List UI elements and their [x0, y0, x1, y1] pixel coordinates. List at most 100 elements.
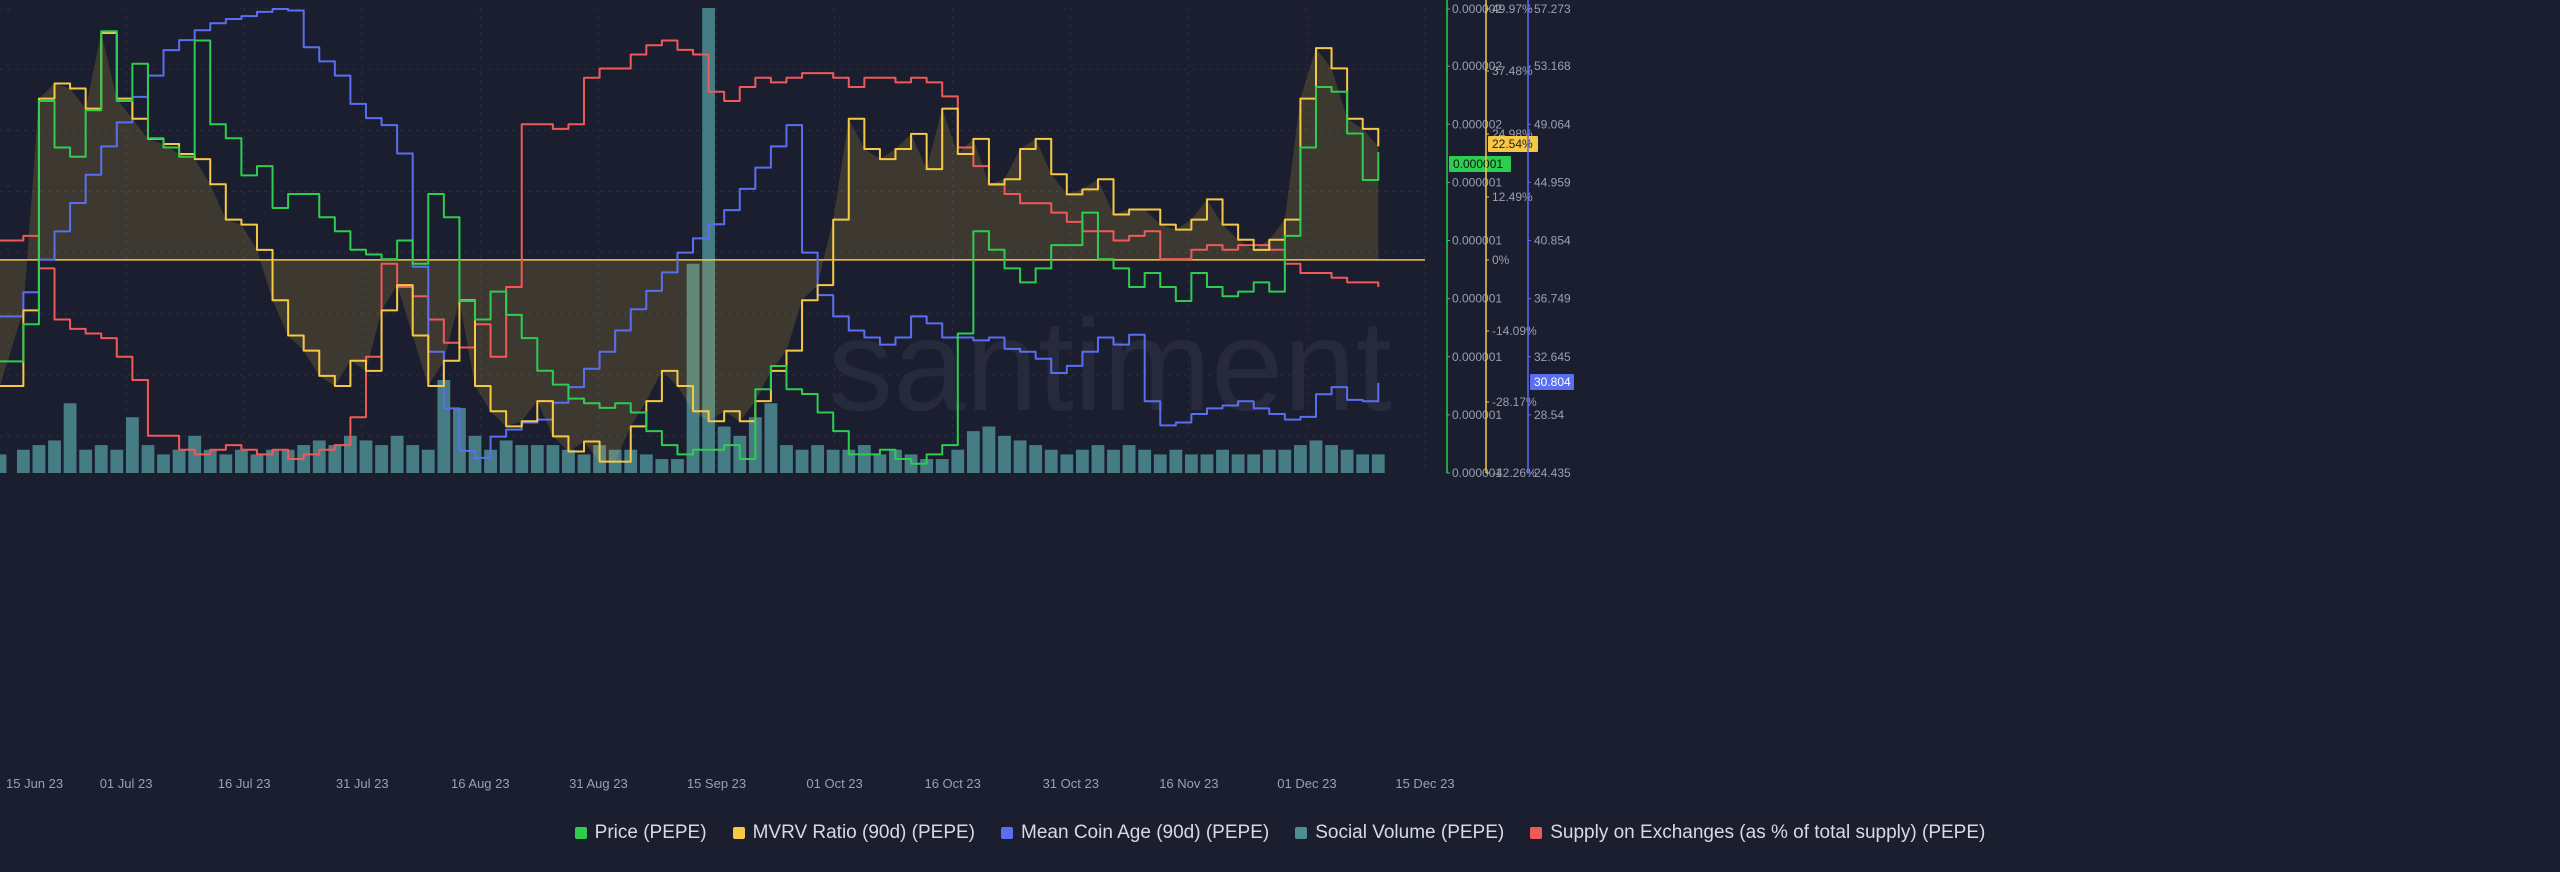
social-volume-bar[interactable]: [1122, 445, 1136, 473]
mvrv-point: [193, 158, 195, 160]
social-volume-bar[interactable]: [1231, 454, 1245, 473]
social-volume-bar[interactable]: [359, 440, 373, 473]
social-volume-bar[interactable]: [1153, 454, 1167, 473]
social-volume-bar[interactable]: [873, 454, 887, 473]
price-point: [474, 318, 476, 320]
supply-point: [1112, 239, 1114, 241]
social-volume-bar[interactable]: [1216, 449, 1229, 473]
social-volume-bar[interactable]: [281, 449, 295, 473]
social-volume-bar[interactable]: [935, 459, 949, 473]
social-volume-bar[interactable]: [16, 449, 30, 473]
social-volume-bar[interactable]: [219, 454, 233, 473]
social-volume-bar[interactable]: [1013, 440, 1027, 473]
social-volume-bar[interactable]: [141, 445, 155, 473]
social-volume-bar[interactable]: [1309, 440, 1323, 473]
coin-age-point: [1143, 400, 1145, 402]
social-volume-bar[interactable]: [1371, 454, 1385, 473]
social-volume-bar[interactable]: [826, 449, 840, 473]
social-volume-bar[interactable]: [546, 445, 560, 473]
social-volume-bar[interactable]: [655, 459, 669, 473]
legend-item[interactable]: MVRV Ratio (90d) (PEPE): [732, 822, 975, 844]
social-volume-bar[interactable]: [1262, 449, 1276, 473]
x-tick-label: 31 Aug 23: [569, 776, 628, 791]
social-volume-bar[interactable]: [1091, 445, 1105, 473]
social-volume-bar[interactable]: [484, 449, 497, 473]
social-volume-bar[interactable]: [32, 445, 46, 473]
social-volume-bar[interactable]: [966, 431, 980, 473]
social-volume-bar[interactable]: [1340, 449, 1354, 473]
social-volume-bar[interactable]: [1278, 449, 1292, 473]
supply-point: [162, 435, 164, 437]
social-volume-bar[interactable]: [1325, 445, 1338, 473]
legend-item[interactable]: Price (PEPE): [574, 822, 707, 844]
social-volume-bar[interactable]: [1200, 454, 1214, 473]
social-volume-bar[interactable]: [889, 449, 902, 473]
social-volume-bar[interactable]: [577, 454, 591, 473]
social-volume-bar[interactable]: [110, 449, 124, 473]
social-volume-bar[interactable]: [48, 440, 61, 473]
social-volume-bar[interactable]: [515, 445, 529, 473]
social-volume-bar[interactable]: [1060, 454, 1074, 473]
social-volume-bar[interactable]: [1169, 449, 1183, 473]
social-volume-bar[interactable]: [811, 445, 825, 473]
price-point: [1019, 281, 1021, 283]
social-volume-bar[interactable]: [0, 454, 7, 473]
mvrv-point: [349, 360, 351, 362]
social-volume-bar[interactable]: [1044, 449, 1058, 473]
legend-item[interactable]: Mean Coin Age (90d) (PEPE): [1001, 822, 1269, 844]
social-volume-bar[interactable]: [79, 449, 93, 473]
social-volume-bar[interactable]: [1138, 449, 1152, 473]
social-volume-bar[interactable]: [437, 380, 451, 473]
social-volume-bar[interactable]: [234, 449, 248, 473]
social-volume-bar[interactable]: [157, 454, 170, 473]
social-volume-bar[interactable]: [1075, 449, 1089, 473]
price-point: [84, 109, 86, 111]
social-volume-bar[interactable]: [702, 8, 716, 473]
social-volume-bar[interactable]: [499, 440, 513, 473]
social-volume-bar[interactable]: [671, 459, 684, 473]
social-volume-bar[interactable]: [250, 454, 264, 473]
coin-age-point: [894, 336, 896, 338]
social-volume-bar[interactable]: [920, 459, 934, 473]
social-volume-bar[interactable]: [312, 440, 326, 473]
supply-series-line[interactable]: [0, 39, 1380, 461]
social-volume-bar[interactable]: [951, 449, 965, 473]
social-volume-bar[interactable]: [795, 449, 809, 473]
legend-item[interactable]: Supply on Exchanges (as % of total suppl…: [1530, 822, 1985, 844]
social-volume-bar[interactable]: [125, 417, 139, 473]
social-volume-bar[interactable]: [842, 449, 856, 473]
mvrv-series-line[interactable]: [0, 32, 1380, 463]
supply-point: [271, 449, 273, 451]
social-volume-bar[interactable]: [375, 445, 388, 473]
social-volume-bar[interactable]: [1184, 454, 1198, 473]
social-volume-bar[interactable]: [406, 445, 420, 473]
social-volume-bar[interactable]: [530, 445, 544, 473]
price-series-line[interactable]: [0, 30, 1380, 465]
price-point: [1003, 267, 1005, 269]
social-volume-bar[interactable]: [686, 263, 700, 473]
social-volume-bar[interactable]: [328, 445, 342, 473]
social-volume-bar[interactable]: [1356, 454, 1370, 473]
social-volume-bar[interactable]: [94, 445, 108, 473]
social-volume-bar[interactable]: [764, 403, 778, 473]
social-volume-bar[interactable]: [172, 449, 186, 473]
social-volume-bar[interactable]: [857, 445, 871, 473]
coin-age-series-line[interactable]: [0, 8, 1380, 459]
social-volume-bar[interactable]: [390, 435, 404, 473]
social-volume-bar[interactable]: [639, 454, 653, 473]
social-volume-bar[interactable]: [203, 449, 217, 473]
social-volume-bar[interactable]: [982, 426, 996, 474]
social-volume-bar[interactable]: [266, 449, 279, 473]
social-volume-bar[interactable]: [1107, 449, 1120, 473]
social-volume-bar[interactable]: [998, 435, 1011, 473]
social-volume-bar[interactable]: [63, 403, 77, 473]
social-volume-bar[interactable]: [421, 449, 435, 473]
legend-item[interactable]: Social Volume (PEPE): [1295, 822, 1504, 844]
social-volume-bar[interactable]: [1029, 445, 1043, 473]
social-volume-bar[interactable]: [780, 445, 793, 473]
social-volume-bar[interactable]: [1247, 454, 1261, 473]
social-volume-bar[interactable]: [1294, 445, 1307, 473]
social-volume-bar[interactable]: [562, 449, 575, 473]
mvrv-point: [552, 435, 554, 437]
